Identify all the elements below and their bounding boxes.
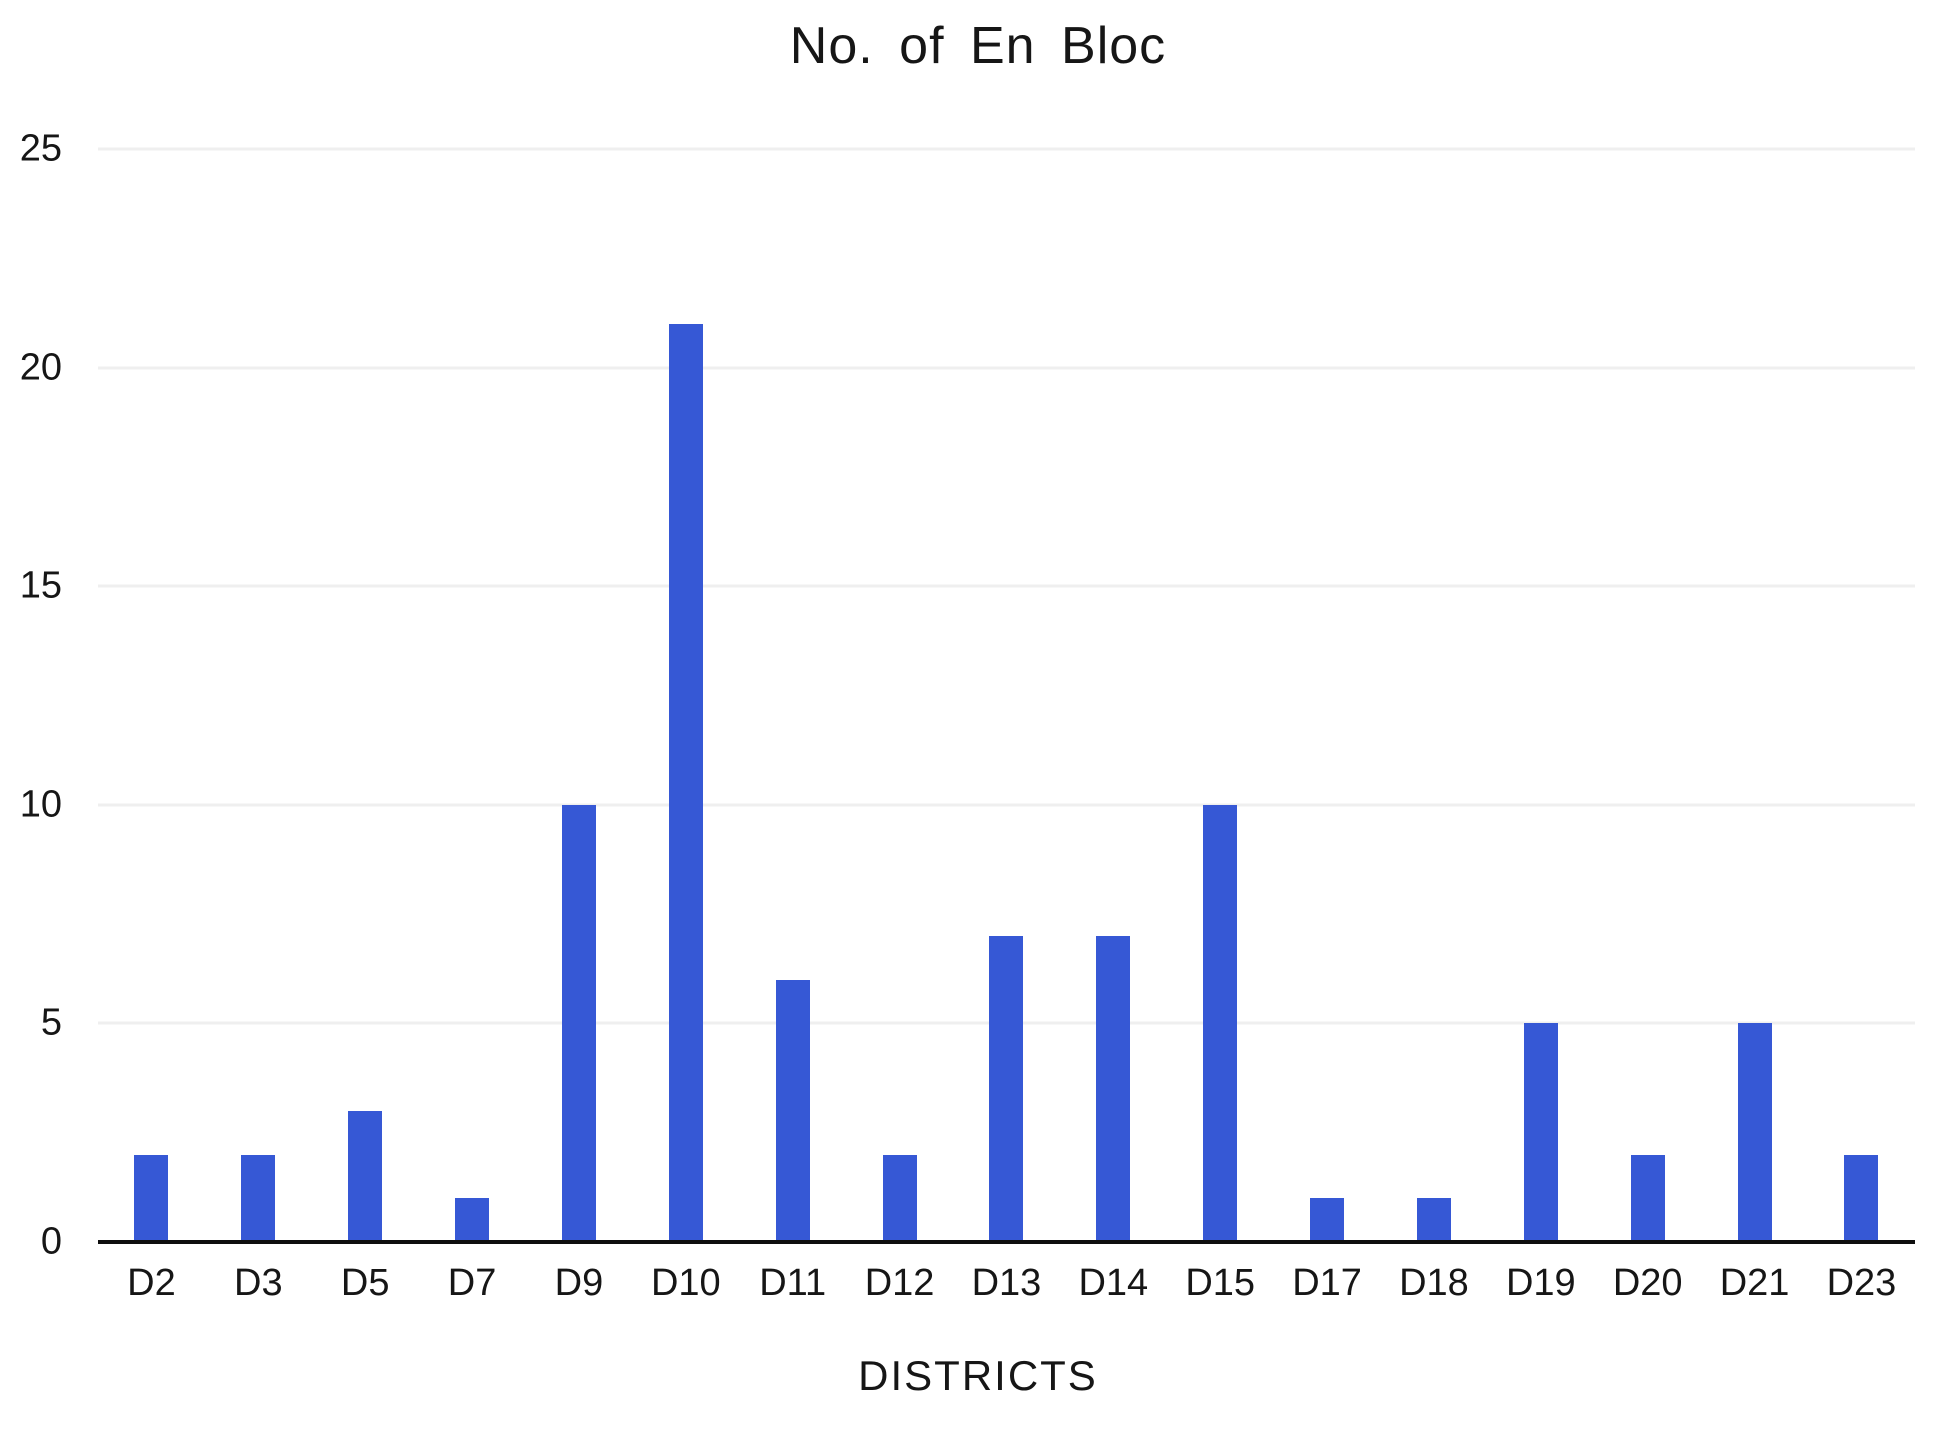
plot-area: [98, 147, 1915, 1244]
y-axis-tick-labels: 0 5 10 15 20 25: [0, 128, 66, 1263]
y-tick-label-5: 5: [40, 1001, 62, 1044]
x-tick-label-d2: D2: [127, 1262, 176, 1304]
bar-d9: [561, 804, 596, 1242]
x-axis-line: [98, 1240, 1915, 1244]
bar-slot-d23: [1808, 149, 1915, 1242]
bar-d11: [775, 979, 810, 1242]
x-tick-label-d18: D18: [1399, 1262, 1469, 1304]
x-tick-label-d10: D10: [650, 1262, 721, 1304]
bar-slot-d14: [1060, 149, 1167, 1242]
y-tick-label-15: 15: [19, 564, 62, 607]
bar-d19: [1523, 1023, 1558, 1242]
bar-slot-d20: [1594, 149, 1701, 1242]
x-tick-label-d9: D9: [554, 1262, 604, 1304]
bar-d20: [1630, 1154, 1665, 1242]
x-tick-label-d23: D23: [1826, 1262, 1897, 1304]
x-tick-label-d21: D21: [1719, 1262, 1790, 1304]
x-tick-label-d19: D19: [1505, 1262, 1576, 1304]
bar-slot-d13: [953, 149, 1060, 1242]
bar-slot-d10: [632, 149, 739, 1242]
bar-d17: [1310, 1198, 1345, 1242]
y-tick-label-0: 0: [40, 1220, 62, 1263]
chart-title: No. of En Bloc: [789, 17, 1167, 75]
bar-slot-d2: [98, 149, 205, 1242]
x-tick-label-d11: D11: [759, 1262, 827, 1304]
bar-d14: [1096, 935, 1131, 1242]
bar-slot-d18: [1381, 149, 1488, 1242]
x-tick-label-d17: D17: [1292, 1262, 1362, 1304]
bar-d13: [989, 935, 1024, 1242]
bar-d3: [241, 1154, 276, 1242]
bar-d10: [668, 323, 703, 1242]
bar-slot-d15: [1167, 149, 1274, 1242]
gridline-20: [98, 366, 1915, 370]
bar-slot-d7: [419, 149, 526, 1242]
gridline-10: [98, 803, 1915, 807]
x-tick-label-d13: D13: [971, 1262, 1042, 1304]
bar-d15: [1203, 804, 1238, 1242]
x-tick-label-d14: D14: [1078, 1262, 1149, 1304]
bar-slot-d11: [739, 149, 846, 1242]
gridline-15: [98, 584, 1915, 588]
bar-d5: [348, 1110, 383, 1242]
bar-d23: [1844, 1154, 1879, 1242]
bar-slot-d9: [526, 149, 633, 1242]
y-tick-label-10: 10: [19, 783, 62, 826]
bar-slot-d12: [846, 149, 953, 1242]
bar-slot-d19: [1487, 149, 1594, 1242]
bar-slot-d17: [1274, 149, 1381, 1242]
x-axis-tick-labels: D2 D3 D5 D7 D9 D10 D11 D12 D13 D14 D15 D17 D18 D19 D20…: [98, 1262, 1915, 1305]
x-tick-label-d5: D5: [340, 1262, 390, 1304]
y-tick-label-20: 20: [19, 346, 62, 389]
bar-slot-d21: [1701, 149, 1808, 1242]
bar-d12: [882, 1154, 917, 1242]
x-tick-label-d15: D15: [1185, 1262, 1256, 1304]
bars: [98, 149, 1915, 1242]
bar-d18: [1416, 1198, 1451, 1242]
gridline-25: [98, 147, 1915, 151]
bar-d2: [134, 1154, 169, 1242]
bar-slot-d5: [312, 149, 419, 1242]
bar-d21: [1737, 1023, 1772, 1242]
x-tick-label-d3: D3: [234, 1262, 283, 1304]
x-tick-label-d12: D12: [864, 1262, 935, 1304]
x-axis-title: DISTRICTS: [858, 1352, 1098, 1399]
x-tick-label-d7: D7: [447, 1262, 497, 1304]
bar-slot-d3: [205, 149, 312, 1242]
y-tick-label-25: 25: [19, 127, 62, 170]
x-tick-label-d20: D20: [1612, 1262, 1683, 1304]
bar-d7: [455, 1198, 490, 1242]
